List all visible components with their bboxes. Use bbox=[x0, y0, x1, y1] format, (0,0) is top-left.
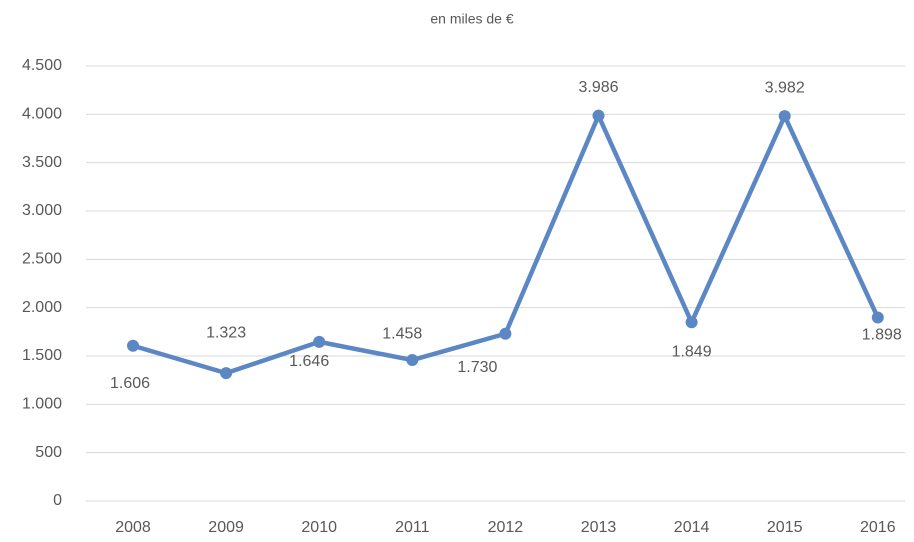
data-point bbox=[499, 327, 512, 340]
x-tick-label: 2009 bbox=[208, 519, 244, 536]
y-tick-label: 3.500 bbox=[22, 154, 62, 171]
data-point bbox=[778, 110, 791, 123]
data-label: 3.982 bbox=[765, 79, 805, 96]
data-label: 1.646 bbox=[289, 353, 329, 370]
y-tick-label: 4.000 bbox=[22, 106, 62, 123]
y-tick-label: 1.500 bbox=[22, 347, 62, 364]
y-tick-label: 2.500 bbox=[22, 251, 62, 268]
data-point bbox=[685, 316, 698, 329]
y-tick-label: 0 bbox=[53, 492, 62, 509]
data-label: 1.898 bbox=[862, 327, 902, 344]
x-tick-label: 2015 bbox=[767, 519, 803, 536]
chart-title: en miles de € bbox=[430, 11, 513, 27]
y-tick-label: 1.000 bbox=[22, 396, 62, 413]
data-label: 1.730 bbox=[457, 359, 497, 376]
x-tick-label: 2011 bbox=[395, 519, 430, 536]
x-tick-label: 2010 bbox=[301, 519, 337, 536]
data-point bbox=[871, 311, 884, 324]
data-point bbox=[592, 109, 605, 122]
y-tick-label: 4.500 bbox=[22, 57, 62, 74]
y-tick-label: 500 bbox=[35, 444, 62, 461]
x-tick-label: 2016 bbox=[860, 519, 896, 536]
data-label: 1.458 bbox=[382, 325, 422, 342]
x-tick-label: 2013 bbox=[581, 519, 617, 536]
x-tick-label: 2008 bbox=[115, 519, 151, 536]
y-tick-label: 3.000 bbox=[22, 202, 62, 219]
data-label: 3.986 bbox=[578, 79, 618, 96]
x-tick-label: 2012 bbox=[488, 519, 524, 536]
data-point bbox=[220, 367, 233, 380]
data-label: 1.849 bbox=[672, 343, 712, 360]
y-tick-label: 2.000 bbox=[22, 299, 62, 316]
data-point bbox=[313, 335, 326, 348]
x-tick-label: 2014 bbox=[674, 519, 710, 536]
data-point bbox=[406, 354, 419, 367]
data-point bbox=[127, 339, 139, 352]
data-label: 1.323 bbox=[206, 324, 246, 341]
data-label: 1.606 bbox=[110, 375, 150, 392]
